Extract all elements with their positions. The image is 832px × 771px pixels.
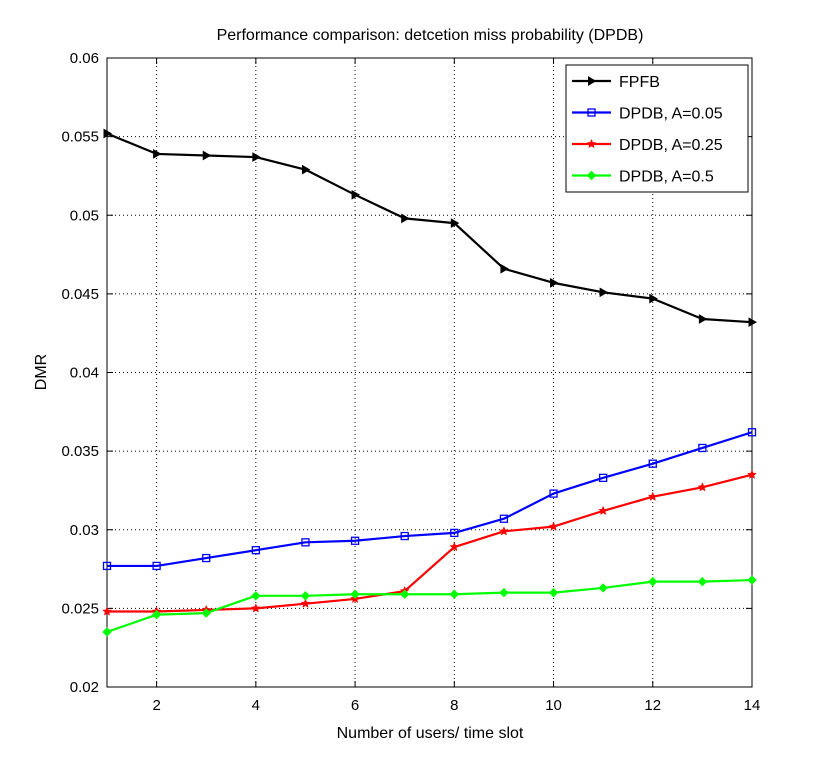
data-point [648, 459, 657, 468]
data-point [300, 598, 311, 608]
legend-label: DPDB, A=0.5 [619, 169, 714, 186]
legend-entry: DPDB, A=0.5 [572, 169, 714, 186]
data-point [250, 603, 261, 613]
legend-swatch-marker [586, 170, 597, 181]
data-point [252, 152, 261, 162]
legend-label: DPDB, A=0.05 [619, 106, 723, 123]
data-point [648, 576, 658, 587]
data-point [550, 278, 559, 288]
data-point [102, 606, 112, 616]
data-point [450, 218, 460, 228]
data-point [351, 189, 361, 200]
data-point [399, 589, 410, 599]
data-point [153, 149, 162, 159]
data-point [697, 482, 708, 492]
data-point [103, 128, 113, 139]
series-layer [102, 128, 758, 637]
series-line [106, 132, 753, 324]
y-axis-label: DMR [33, 354, 50, 390]
legend-swatch-marker [588, 76, 597, 86]
data-point [747, 575, 757, 585]
data-point [251, 591, 261, 601]
data-point [548, 587, 559, 598]
data-point [698, 443, 707, 453]
x-tick-label: 2 [152, 697, 160, 714]
y-tick-label: 0.04 [70, 365, 99, 382]
data-point [301, 164, 311, 175]
data-point [449, 589, 460, 599]
data-point [599, 287, 609, 298]
legend-label: FPFB [619, 74, 660, 91]
data-point [449, 541, 460, 552]
legend-entry: DPDB, A=0.05 [572, 106, 723, 123]
data-point [698, 314, 708, 324]
data-point [747, 428, 757, 437]
data-point [450, 528, 459, 538]
data-point [549, 489, 558, 498]
data-point [499, 514, 509, 523]
data-point [747, 469, 757, 479]
series-line [107, 431, 753, 568]
chart-title: Performance comparison: detcetion miss p… [217, 27, 644, 44]
data-point [748, 317, 758, 328]
x-tick-label: 12 [644, 697, 661, 714]
x-tick-label: 4 [252, 697, 260, 714]
data-point [649, 293, 658, 304]
data-point [499, 526, 509, 536]
series-1 [102, 428, 757, 571]
legend-swatch-marker [586, 138, 597, 149]
data-point [202, 150, 212, 161]
data-point [400, 531, 409, 541]
legend-swatch-marker [587, 108, 596, 117]
legend-box [565, 64, 749, 193]
data-point [697, 576, 708, 587]
data-point [401, 213, 410, 224]
axis-ticks: 2 4 6 8 10 12 14 0.02 0.025 0.03 0.035 0.04 0.045 0.0… [61, 50, 760, 714]
data-point [350, 589, 360, 599]
y-tick-label: 0.025 [61, 600, 99, 617]
data-point [350, 536, 360, 545]
data-point [251, 546, 260, 555]
data-point [499, 587, 509, 598]
data-point [152, 561, 161, 571]
data-point [102, 627, 112, 637]
legend-label: DPDB, A=0.25 [619, 137, 723, 154]
data-point [300, 591, 311, 601]
x-tick-label: 8 [450, 697, 458, 714]
x-axis-label: Number of users/ time slot [337, 725, 524, 742]
data-point [599, 473, 608, 483]
legend-entry: FPFB [572, 74, 660, 91]
data-point [201, 608, 211, 618]
x-tick-label: 14 [744, 697, 761, 714]
data-point [202, 553, 211, 563]
y-tick-label: 0.05 [70, 207, 99, 224]
data-point [500, 263, 509, 274]
y-tick-label: 0.03 [70, 522, 99, 539]
x-tick-label: 6 [351, 697, 359, 714]
series-line [106, 578, 753, 633]
data-point [598, 583, 608, 593]
data-point [102, 561, 112, 571]
data-point [598, 505, 609, 516]
series-3 [102, 575, 757, 637]
data-point [151, 609, 162, 620]
legend-entry: DPDB, A=0.25 [572, 137, 723, 154]
y-tick-label: 0.02 [70, 679, 99, 696]
y-tick-label: 0.055 [61, 129, 99, 146]
legend: FPFB DPDB, A=0.05 DPDB, A=0.25 DPDB, A=0.5 [565, 64, 749, 193]
data-point [548, 521, 559, 531]
data-point [647, 491, 658, 501]
series-0 [103, 128, 758, 328]
y-tick-label: 0.045 [61, 286, 99, 303]
y-tick-label: 0.035 [61, 443, 99, 460]
x-tick-label: 10 [545, 697, 562, 714]
y-tick-label: 0.06 [70, 50, 99, 67]
data-point [301, 538, 310, 547]
